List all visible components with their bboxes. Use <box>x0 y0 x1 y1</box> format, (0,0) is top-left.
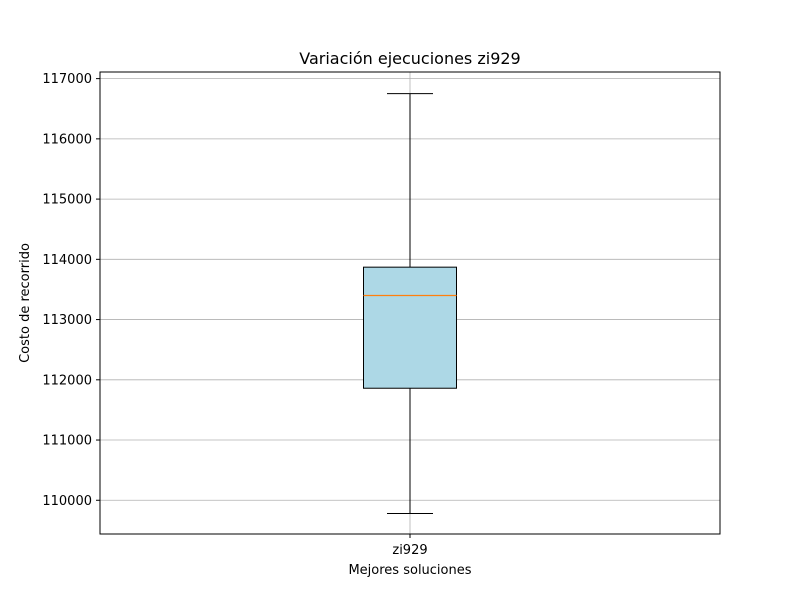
box-zi929 <box>363 93 457 515</box>
y-tick-label: 114000 <box>42 253 92 268</box>
y-tick-label: 113000 <box>42 313 92 328</box>
box-series <box>363 93 457 515</box>
y-tick-label: 117000 <box>42 72 92 87</box>
plot-frame <box>99 71 721 535</box>
y-tick-label: 115000 <box>42 193 92 208</box>
y-axis-label: Costo de recorrido <box>18 243 33 363</box>
y-tick-label: 116000 <box>42 132 92 147</box>
iqr-box <box>363 266 457 389</box>
x-axis-ticks: zi929 <box>392 534 428 558</box>
x-tick-label: zi929 <box>392 543 427 558</box>
y-tick-label: 112000 <box>42 373 92 388</box>
y-tick-label: 111000 <box>42 434 92 449</box>
y-tick-label: 110000 <box>42 494 92 509</box>
chart-title: Variación ejecuciones zi929 <box>299 49 520 68</box>
x-axis-label: Mejores soluciones <box>348 563 471 578</box>
y-axis-ticks: 110000 111000 112000 113000 114000 115000 1160… <box>42 72 100 509</box>
